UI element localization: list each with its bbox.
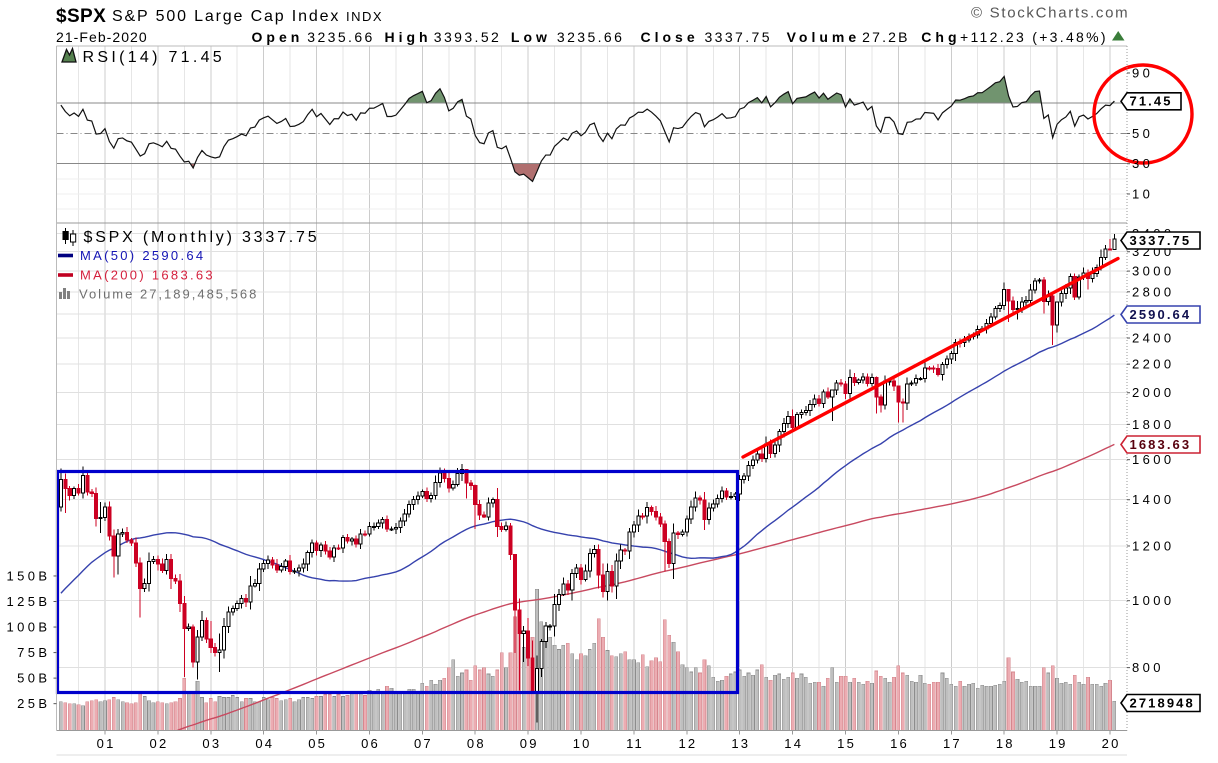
svg-text:3337.75: 3337.75 xyxy=(705,29,772,45)
svg-text:1000: 1000 xyxy=(1132,593,1175,608)
svg-text:1683.63: 1683.63 xyxy=(1130,437,1192,452)
svg-text:12: 12 xyxy=(678,736,697,751)
svg-text:3235.66: 3235.66 xyxy=(557,29,624,45)
svg-text:$SPX (Monthly) 3337.75: $SPX (Monthly) 3337.75 xyxy=(84,229,320,246)
svg-text:100B: 100B xyxy=(7,620,51,635)
svg-text:19: 19 xyxy=(1049,736,1068,751)
svg-text:1600: 1600 xyxy=(1132,452,1175,467)
svg-text:MA(50) 2590.64: MA(50) 2590.64 xyxy=(80,248,205,263)
svg-text:25B: 25B xyxy=(17,696,50,711)
svg-text:14: 14 xyxy=(784,736,803,751)
svg-text:Close: Close xyxy=(641,29,699,45)
svg-text:01: 01 xyxy=(97,736,116,751)
svg-text:11: 11 xyxy=(626,736,644,751)
svg-text:02: 02 xyxy=(150,736,169,751)
svg-text:2590.64: 2590.64 xyxy=(1130,307,1192,322)
svg-text:+112.23 (+3.48%): +112.23 (+3.48%) xyxy=(960,29,1108,45)
svg-text:3000: 3000 xyxy=(1132,264,1175,279)
svg-text:08: 08 xyxy=(467,736,486,751)
svg-text:04: 04 xyxy=(255,736,274,751)
svg-text:3393.52: 3393.52 xyxy=(434,29,501,45)
svg-text:800: 800 xyxy=(1132,660,1164,675)
svg-text:05: 05 xyxy=(308,736,327,751)
svg-text:125B: 125B xyxy=(7,594,51,609)
svg-text:50B: 50B xyxy=(17,671,50,686)
svg-text:10: 10 xyxy=(1132,186,1153,201)
svg-text:10: 10 xyxy=(573,736,592,751)
svg-text:90: 90 xyxy=(1132,65,1153,80)
svg-text:Open: Open xyxy=(252,29,304,45)
svg-text:09: 09 xyxy=(520,736,539,751)
svg-text:© StockCharts.com: © StockCharts.com xyxy=(971,5,1129,22)
svg-text:2800: 2800 xyxy=(1132,284,1175,299)
svg-text:$SPX: $SPX xyxy=(56,6,106,27)
svg-text:15: 15 xyxy=(837,736,856,751)
svg-text:3235.66: 3235.66 xyxy=(307,29,374,45)
svg-text:Low: Low xyxy=(511,29,551,45)
svg-text:03: 03 xyxy=(202,736,221,751)
svg-text:2000: 2000 xyxy=(1132,385,1175,400)
svg-text:1800: 1800 xyxy=(1132,417,1175,432)
svg-text:2718948: 2718948 xyxy=(1130,695,1195,710)
svg-text:07: 07 xyxy=(414,736,433,751)
svg-text:Chg: Chg xyxy=(921,29,960,45)
svg-text:75B: 75B xyxy=(17,645,50,660)
svg-text:21-Feb-2020: 21-Feb-2020 xyxy=(56,29,148,45)
svg-text:30: 30 xyxy=(1132,156,1153,171)
svg-text:18: 18 xyxy=(996,736,1015,751)
svg-text:16: 16 xyxy=(890,736,909,751)
svg-text:1400: 1400 xyxy=(1132,492,1175,507)
svg-text:S&P 500 Large Cap Index: S&P 500 Large Cap Index xyxy=(112,8,340,25)
svg-text:MA(200) 1683.63: MA(200) 1683.63 xyxy=(80,268,215,283)
svg-text:17: 17 xyxy=(943,736,962,751)
svg-text:3337.75: 3337.75 xyxy=(1130,233,1192,248)
svg-text:20: 20 xyxy=(1102,736,1121,751)
svg-text:71.45: 71.45 xyxy=(1130,94,1173,109)
svg-text:Volume 27,189,485,568: Volume 27,189,485,568 xyxy=(79,287,258,302)
svg-text:High: High xyxy=(385,29,432,45)
svg-text:Volume: Volume xyxy=(787,29,861,45)
svg-text:06: 06 xyxy=(361,736,380,751)
svg-text:RSI(14) 71.45: RSI(14) 71.45 xyxy=(83,49,226,66)
svg-text:50: 50 xyxy=(1132,126,1153,141)
svg-text:13: 13 xyxy=(731,736,750,751)
svg-text:1200: 1200 xyxy=(1132,538,1175,553)
svg-text:INDX: INDX xyxy=(346,9,383,24)
svg-text:2200: 2200 xyxy=(1132,357,1175,372)
svg-text:150B: 150B xyxy=(7,568,51,583)
svg-text:2400: 2400 xyxy=(1132,331,1175,346)
svg-text:27.2B: 27.2B xyxy=(862,29,910,45)
